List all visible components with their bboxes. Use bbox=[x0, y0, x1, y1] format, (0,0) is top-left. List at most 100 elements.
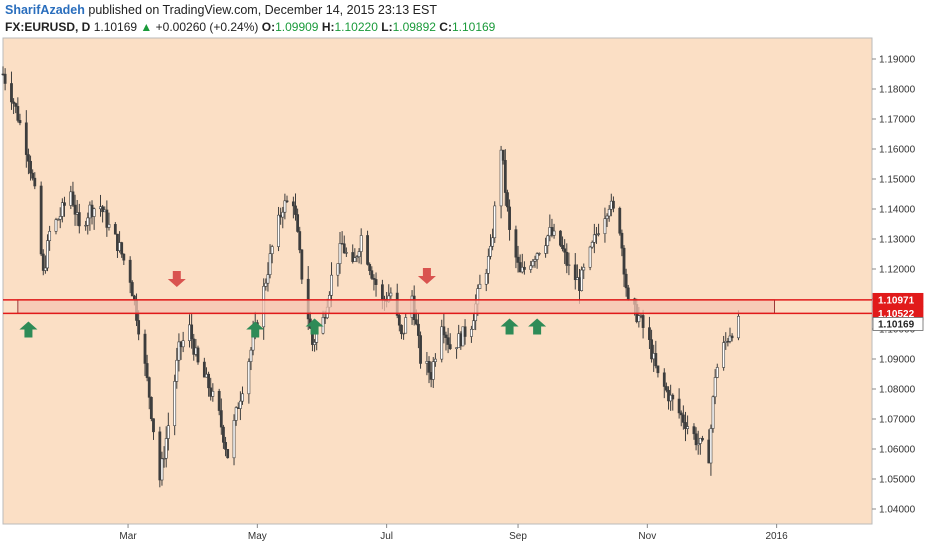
candle[interactable] bbox=[656, 365, 660, 378]
candle[interactable] bbox=[433, 353, 437, 367]
candle[interactable] bbox=[48, 225, 52, 251]
candle[interactable] bbox=[588, 245, 592, 271]
candle[interactable] bbox=[143, 329, 147, 377]
candle[interactable] bbox=[298, 226, 302, 254]
candle[interactable] bbox=[677, 388, 681, 419]
candle[interactable] bbox=[130, 280, 134, 297]
candle[interactable] bbox=[472, 314, 475, 330]
candle[interactable] bbox=[427, 356, 431, 384]
candle[interactable] bbox=[444, 331, 448, 351]
candle[interactable] bbox=[18, 113, 22, 126]
candle[interactable] bbox=[162, 446, 166, 468]
candle[interactable] bbox=[698, 437, 702, 455]
candle[interactable] bbox=[54, 217, 58, 235]
candle[interactable] bbox=[73, 194, 77, 226]
candle[interactable] bbox=[353, 248, 357, 262]
candle[interactable] bbox=[238, 391, 242, 421]
candle[interactable] bbox=[149, 396, 153, 422]
candle[interactable] bbox=[506, 189, 509, 212]
candle[interactable] bbox=[160, 451, 164, 486]
candle[interactable] bbox=[722, 335, 726, 371]
candle[interactable] bbox=[544, 237, 547, 258]
candle[interactable] bbox=[590, 240, 594, 249]
candle[interactable] bbox=[573, 253, 577, 290]
candle[interactable] bbox=[285, 195, 289, 203]
candle[interactable] bbox=[177, 333, 181, 372]
candle[interactable] bbox=[219, 398, 223, 435]
candle[interactable] bbox=[359, 228, 363, 265]
candle[interactable] bbox=[192, 333, 196, 361]
candle[interactable] bbox=[232, 414, 236, 466]
candle[interactable] bbox=[694, 427, 698, 451]
candle[interactable] bbox=[313, 339, 316, 352]
candle[interactable] bbox=[580, 266, 584, 292]
candle[interactable] bbox=[404, 313, 408, 334]
candle[interactable] bbox=[71, 181, 75, 207]
candle[interactable] bbox=[493, 201, 497, 243]
candle[interactable] bbox=[402, 332, 405, 340]
candle[interactable] bbox=[234, 406, 238, 426]
candle[interactable] bbox=[336, 263, 340, 287]
candle[interactable] bbox=[565, 243, 569, 274]
candle[interactable] bbox=[726, 337, 730, 347]
candle[interactable] bbox=[368, 262, 372, 276]
candle[interactable] bbox=[29, 155, 32, 181]
candle[interactable] bbox=[671, 393, 675, 411]
candle[interactable] bbox=[641, 309, 645, 339]
candle[interactable] bbox=[626, 284, 630, 301]
candle[interactable] bbox=[448, 333, 452, 350]
candle[interactable] bbox=[711, 395, 715, 433]
candle[interactable] bbox=[294, 193, 297, 221]
candle[interactable] bbox=[58, 207, 62, 229]
candle[interactable] bbox=[484, 268, 488, 292]
candle[interactable] bbox=[372, 274, 376, 291]
candle[interactable] bbox=[338, 231, 342, 274]
candle[interactable] bbox=[211, 383, 215, 402]
candle[interactable] bbox=[366, 230, 369, 266]
candle[interactable] bbox=[612, 196, 615, 213]
candle[interactable] bbox=[107, 212, 111, 231]
candle[interactable] bbox=[56, 218, 60, 221]
candle[interactable] bbox=[417, 313, 420, 349]
candle[interactable] bbox=[10, 71, 13, 110]
candle[interactable] bbox=[120, 241, 124, 258]
candle[interactable] bbox=[397, 313, 401, 332]
candle[interactable] bbox=[713, 369, 717, 405]
candle[interactable] bbox=[283, 193, 287, 220]
candle[interactable] bbox=[389, 287, 393, 299]
candle[interactable] bbox=[622, 245, 626, 287]
candle[interactable] bbox=[620, 229, 624, 257]
candle[interactable] bbox=[113, 222, 117, 235]
candle[interactable] bbox=[514, 225, 518, 269]
candle[interactable] bbox=[603, 207, 607, 243]
candle[interactable] bbox=[27, 148, 30, 175]
candle[interactable] bbox=[486, 248, 490, 284]
candle[interactable] bbox=[222, 424, 225, 449]
candle[interactable] bbox=[696, 430, 700, 455]
candle[interactable] bbox=[226, 448, 230, 459]
candle[interactable] bbox=[592, 223, 596, 254]
candle[interactable] bbox=[709, 424, 713, 476]
candle[interactable] bbox=[597, 223, 600, 237]
candle[interactable] bbox=[374, 272, 378, 297]
candle[interactable] bbox=[535, 252, 539, 269]
candle[interactable] bbox=[101, 205, 105, 223]
candle[interactable] bbox=[546, 234, 550, 254]
candle[interactable] bbox=[440, 319, 444, 363]
candle[interactable] bbox=[41, 249, 45, 276]
candle[interactable] bbox=[463, 319, 467, 345]
candle[interactable] bbox=[3, 68, 7, 91]
candle[interactable] bbox=[552, 223, 556, 239]
candle[interactable] bbox=[202, 357, 206, 378]
candle[interactable] bbox=[86, 212, 90, 235]
candle[interactable] bbox=[665, 382, 668, 393]
candle[interactable] bbox=[344, 247, 348, 257]
candle[interactable] bbox=[737, 310, 740, 341]
candle[interactable] bbox=[478, 274, 482, 289]
candle[interactable] bbox=[175, 347, 179, 389]
candle[interactable] bbox=[654, 340, 658, 369]
candle[interactable] bbox=[152, 418, 155, 440]
candle[interactable] bbox=[281, 206, 285, 229]
candle[interactable] bbox=[217, 388, 221, 416]
candle[interactable] bbox=[508, 199, 511, 241]
